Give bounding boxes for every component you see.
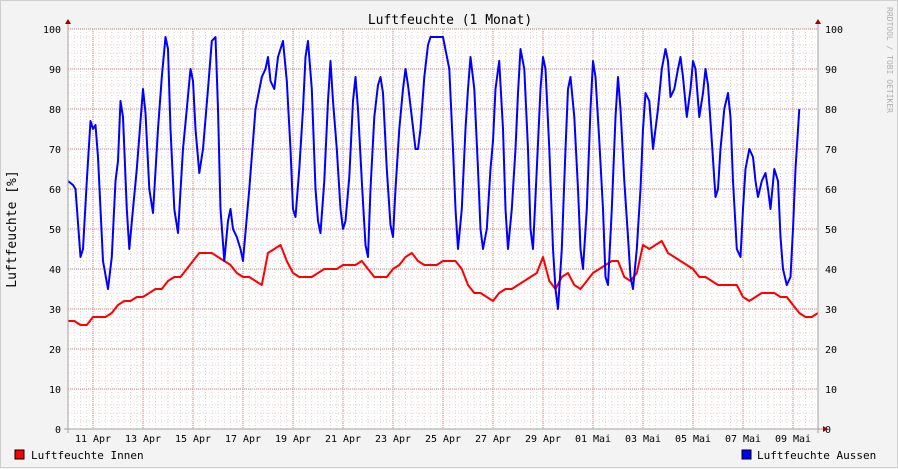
x-tick-label: 03 Mai — [625, 434, 661, 445]
y-axis-tick-labels-left: 0 10 20 30 40 50 60 70 80 90 100 — [43, 25, 61, 436]
legend-label-aussen: Luftfeuchte Aussen — [757, 449, 876, 462]
y-tick-label-left: 10 — [49, 385, 61, 396]
x-tick-label: 09 Mai — [775, 434, 811, 445]
x-tick-label: 13 Apr — [125, 434, 161, 445]
y-tick-label-right: 10 — [825, 385, 837, 396]
y-tick-label-right: 80 — [825, 105, 837, 116]
y-tick-label-left: 50 — [49, 225, 61, 236]
x-tick-label: 15 Apr — [175, 434, 211, 445]
y-tick-label-left: 70 — [49, 145, 61, 156]
y-axis-arrow-right — [815, 19, 821, 24]
x-tick-label: 29 Apr — [525, 434, 561, 445]
y-tick-label-left: 0 — [55, 425, 61, 436]
y-tick-label-right: 20 — [825, 345, 837, 356]
y-tick-label-right: 50 — [825, 225, 837, 236]
legend-swatch-innen — [14, 449, 25, 460]
x-tick-label: 17 Apr — [225, 434, 261, 445]
x-tick-label: 23 Apr — [375, 434, 411, 445]
x-axis-arrow — [823, 426, 828, 432]
y-tick-label-left: 60 — [49, 185, 61, 196]
y-tick-label-left: 20 — [49, 345, 61, 356]
x-tick-label: 01 Mai — [575, 434, 611, 445]
y-tick-label-left: 100 — [43, 25, 61, 36]
y-tick-label-right: 40 — [825, 265, 837, 276]
x-tick-label: 11 Apr — [75, 434, 111, 445]
legend-label-innen: Luftfeuchte Innen — [31, 449, 144, 462]
x-tick-label: 05 Mai — [675, 434, 711, 445]
y-tick-label-right: 70 — [825, 145, 837, 156]
series-lines — [67, 36, 819, 326]
y-tick-label-right: 30 — [825, 305, 837, 316]
rrdtool-credit: RRDTOOL / TOBI OETIKER — [885, 7, 894, 113]
chart-title: Luftfeuchte (1 Monat) — [368, 13, 532, 28]
y-tick-label-right: 90 — [825, 65, 837, 76]
x-tick-label: 19 Apr — [275, 434, 311, 445]
y-tick-label-right: 100 — [825, 25, 843, 36]
y-tick-label-left: 90 — [49, 65, 61, 76]
y-axis-tick-labels-right: 0 10 20 30 40 50 60 70 80 90 100 — [825, 25, 843, 436]
x-tick-label: 27 Apr — [475, 434, 511, 445]
x-axis-tick-labels: 11 Apr 13 Apr 15 Apr 17 Apr 19 Apr 21 Apr 23 A… — [75, 434, 811, 445]
y-axis-arrow-left — [65, 19, 71, 24]
x-tick-label: 07 Mai — [725, 434, 761, 445]
legend-swatch-aussen — [741, 449, 752, 460]
y-tick-label-left: 30 — [49, 305, 61, 316]
series-line-aussen — [67, 36, 801, 310]
y-tick-label-right: 0 — [825, 425, 831, 436]
axes — [64, 19, 828, 433]
y-tick-label-right: 60 — [825, 185, 837, 196]
x-tick-label: 25 Apr — [425, 434, 461, 445]
x-tick-label: 21 Apr — [325, 434, 361, 445]
y-axis-label: Luftfeuchte [%] — [5, 170, 20, 287]
y-tick-label-left: 80 — [49, 105, 61, 116]
y-tick-label-left: 40 — [49, 265, 61, 276]
series-line-innen — [68, 240, 819, 326]
